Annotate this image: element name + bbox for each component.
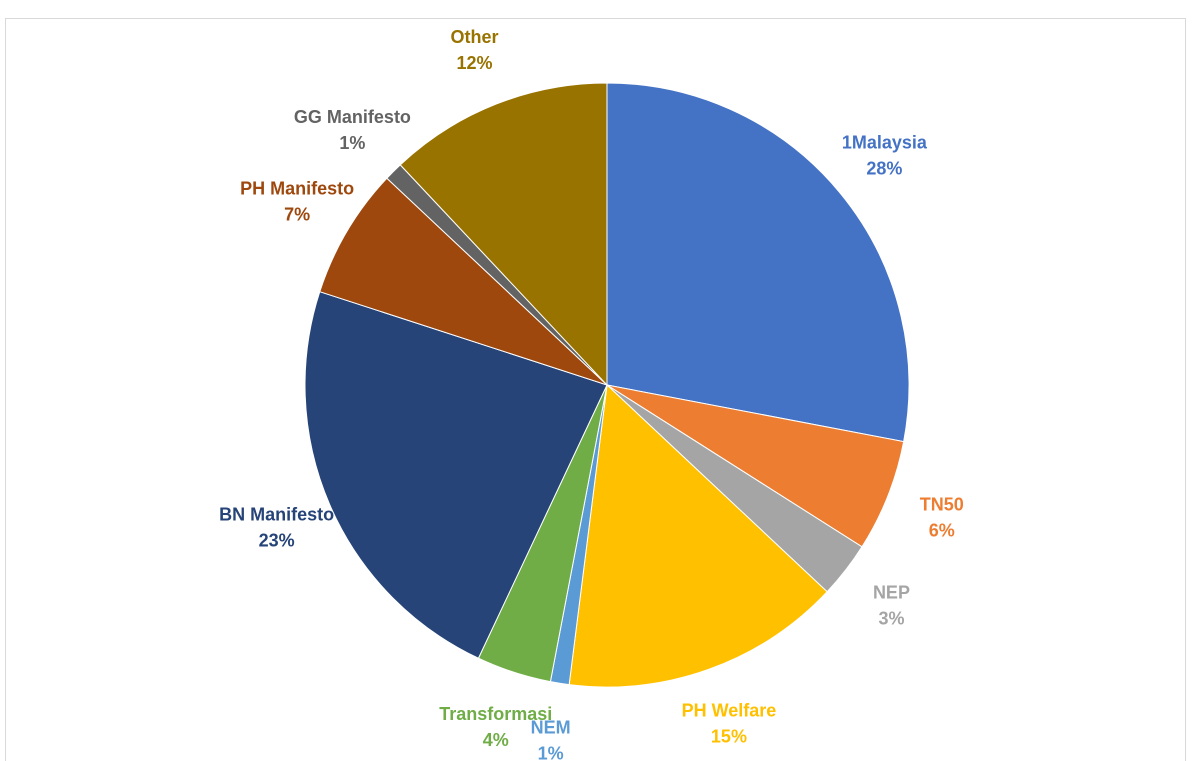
slice-label: 1% — [538, 743, 564, 761]
slice-label: 4% — [483, 730, 509, 750]
slice-name: TN50 — [920, 494, 964, 514]
pie-slice — [304, 291, 608, 659]
pie-slice — [568, 383, 828, 688]
slice-label: 6% — [929, 520, 955, 540]
slice-label: 1% — [339, 133, 365, 153]
slice-name: Other — [450, 27, 498, 47]
slice-name: NEM — [531, 717, 571, 737]
slice-label: 7% — [284, 204, 310, 224]
pie-slice — [606, 82, 910, 443]
slice-label: 15% — [711, 726, 747, 746]
slice-name: NEP — [873, 582, 910, 602]
slice-name: 1Malaysia — [842, 132, 928, 152]
slice-label: 23% — [259, 531, 295, 551]
slice-name: Transformasi — [439, 704, 552, 724]
slice-label: 12% — [456, 53, 492, 73]
slice-label: 28% — [866, 158, 902, 178]
slice-name: PH Welfare — [682, 700, 777, 720]
slice-label: 3% — [878, 608, 904, 628]
pie-slice — [399, 82, 608, 387]
pie-slice — [319, 177, 608, 386]
slice-name: BN Manifesto — [219, 505, 334, 525]
slice-name: GG Manifesto — [294, 107, 411, 127]
slice-name: PH Manifesto — [240, 178, 354, 198]
